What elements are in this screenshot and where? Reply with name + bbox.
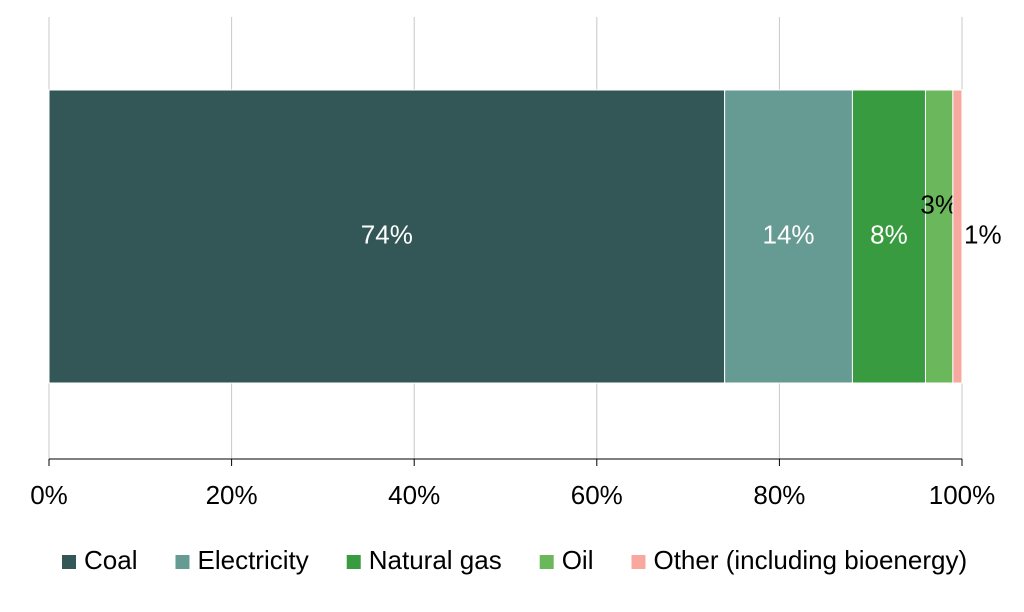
- x-tick-label: 20%: [206, 480, 258, 510]
- legend-swatch: [62, 555, 76, 569]
- value-label: 3%: [920, 189, 958, 219]
- legend-swatch: [631, 555, 646, 569]
- legend-swatch: [346, 555, 361, 569]
- value-label: 1%: [964, 219, 1002, 249]
- bar-segment: [924, 89, 954, 384]
- bar-segment: [48, 89, 726, 384]
- legend-label: Other (including bioenergy): [653, 545, 967, 575]
- bar-segment: [851, 89, 926, 384]
- legend-label: Oil: [562, 545, 594, 575]
- bar-segment: [952, 89, 963, 384]
- value-label: 74%: [361, 219, 413, 249]
- legend-label: Coal: [84, 545, 137, 575]
- x-tick-label: 60%: [571, 480, 623, 510]
- x-tick-label: 40%: [388, 480, 440, 510]
- value-label: 8%: [870, 219, 908, 249]
- legend-label: Natural gas: [369, 545, 502, 575]
- legend-label: Electricity: [197, 545, 308, 575]
- x-tick-label: 80%: [753, 480, 805, 510]
- x-tick-label: 0%: [30, 480, 68, 510]
- value-label: 14%: [763, 219, 815, 249]
- legend-swatch: [175, 555, 190, 569]
- bar-segment: [724, 89, 853, 384]
- legend-swatch: [539, 555, 554, 569]
- x-tick-label: 100%: [929, 480, 996, 510]
